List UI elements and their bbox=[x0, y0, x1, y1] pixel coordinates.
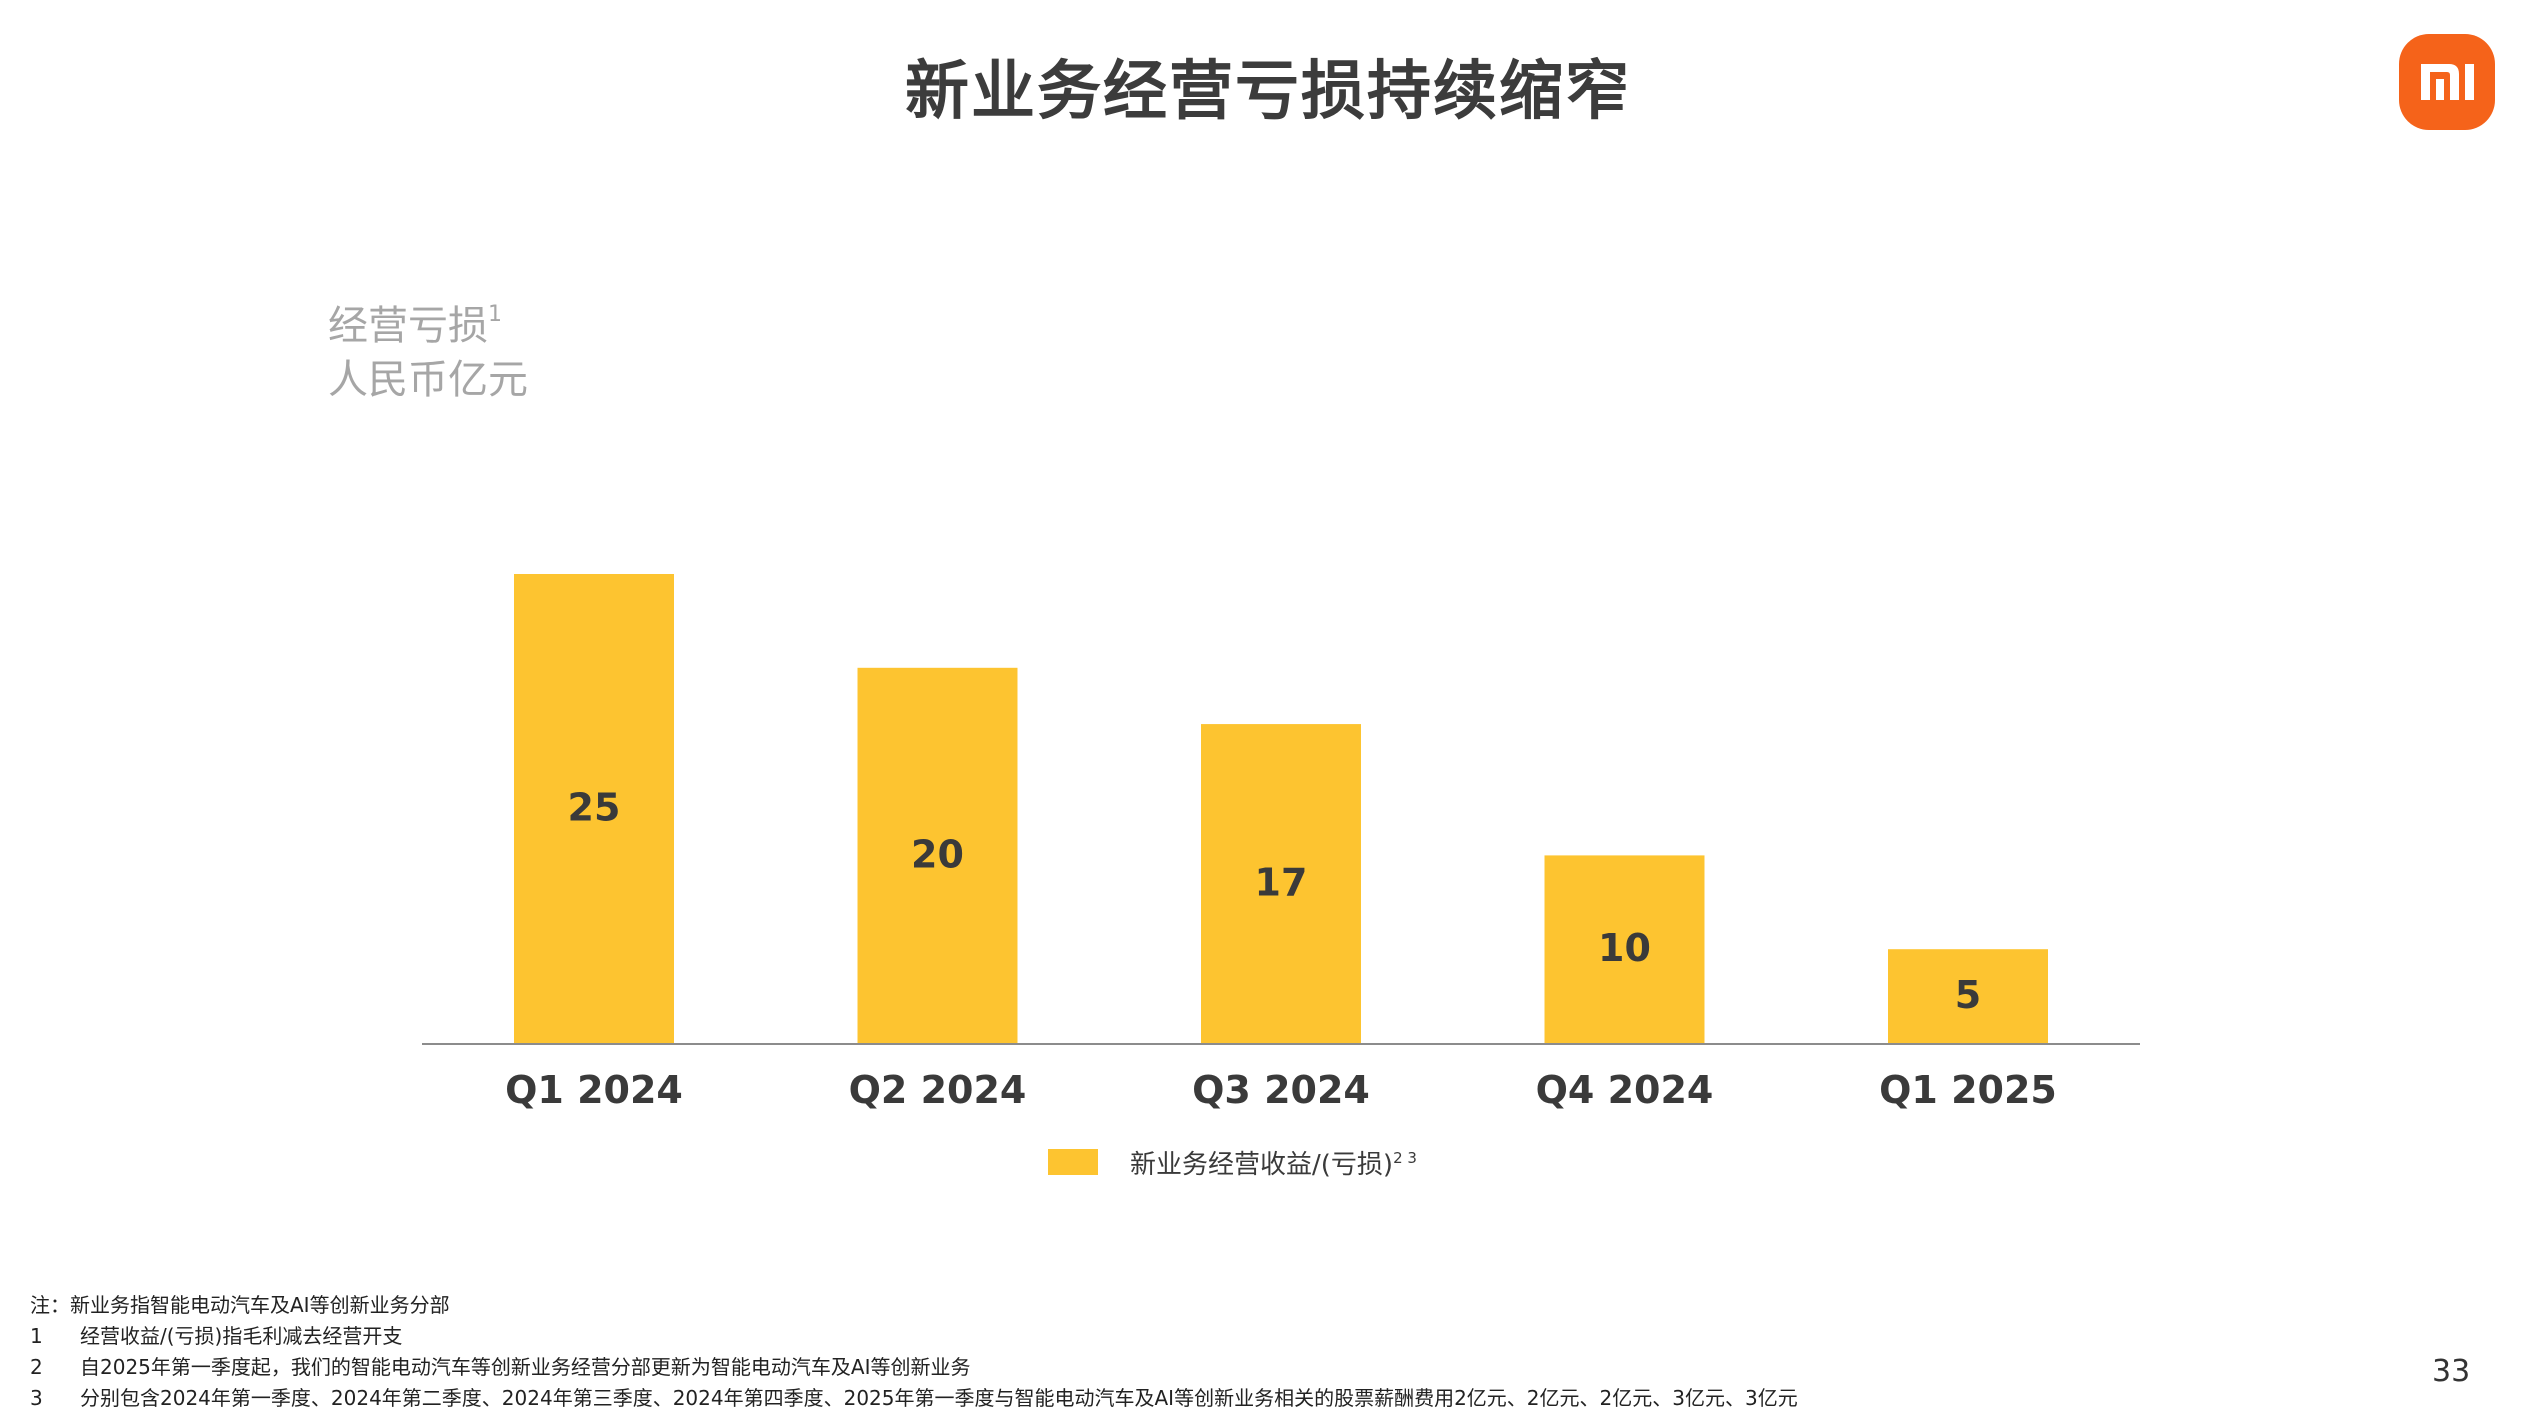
data-label: 5 bbox=[1955, 973, 1981, 1017]
x-tick-label: Q1 2025 bbox=[1879, 1068, 2057, 1112]
data-label: 17 bbox=[1255, 861, 1308, 905]
footnote-1: 1 经营收益/(亏损)指毛利减去经营开支 bbox=[30, 1324, 403, 1348]
y-axis-caption: 经营亏损1 人民币亿元 bbox=[328, 288, 528, 407]
legend-swatch bbox=[1048, 1149, 1098, 1175]
bar-q4-2024 bbox=[1544, 855, 1705, 1043]
data-label: 20 bbox=[911, 832, 964, 876]
data-label: 25 bbox=[568, 786, 621, 830]
xiaomi-logo bbox=[2399, 34, 2495, 130]
footnotes: 注：新业务指智能电动汽车及AI等创新业务分部 1 经营收益/(亏损)指毛利减去经营… bbox=[30, 1290, 1798, 1414]
bar-q3-2024 bbox=[1201, 724, 1361, 1043]
bar-q2-2024 bbox=[857, 667, 1018, 1043]
page-title: 新业务经营亏损持续缩窄 bbox=[905, 55, 1631, 129]
chart-legend: 新业务经营收益/(亏损)2 3 bbox=[1048, 1142, 1417, 1182]
xiaomi-mi-icon bbox=[2421, 64, 2474, 100]
bar-q1-2024 bbox=[514, 574, 674, 1043]
legend-label: 新业务经营收益/(亏损)2 3 bbox=[1130, 1148, 1417, 1180]
bar-q1-2025 bbox=[1888, 949, 2048, 1043]
x-tick-label: Q4 2024 bbox=[1536, 1068, 1714, 1112]
bar-chart: 25 Q1 2024 20 Q2 2024 17 Q3 2024 10 Q4 2024 5 Q1 … bbox=[422, 574, 2140, 1112]
x-tick-label: Q3 2024 bbox=[1192, 1068, 1370, 1112]
footnote-intro: 注：新业务指智能电动汽车及AI等创新业务分部 bbox=[30, 1293, 450, 1317]
x-tick-label: Q2 2024 bbox=[849, 1068, 1027, 1112]
footnote-3: 3 分别包含2024年第一季度、2024年第二季度、2024年第三季度、2024年… bbox=[30, 1386, 1798, 1410]
page-number: 33 bbox=[2432, 1354, 2471, 1389]
data-label: 10 bbox=[1598, 926, 1651, 970]
x-tick-label: Q1 2024 bbox=[505, 1068, 683, 1112]
y-axis-unit: 人民币亿元 bbox=[328, 357, 528, 403]
y-axis-title: 经营亏损1 bbox=[328, 302, 502, 349]
footnote-2: 2 自2025年第一季度起，我们的智能电动汽车等创新业务经营分部更新为智能电动汽车… bbox=[30, 1355, 971, 1379]
